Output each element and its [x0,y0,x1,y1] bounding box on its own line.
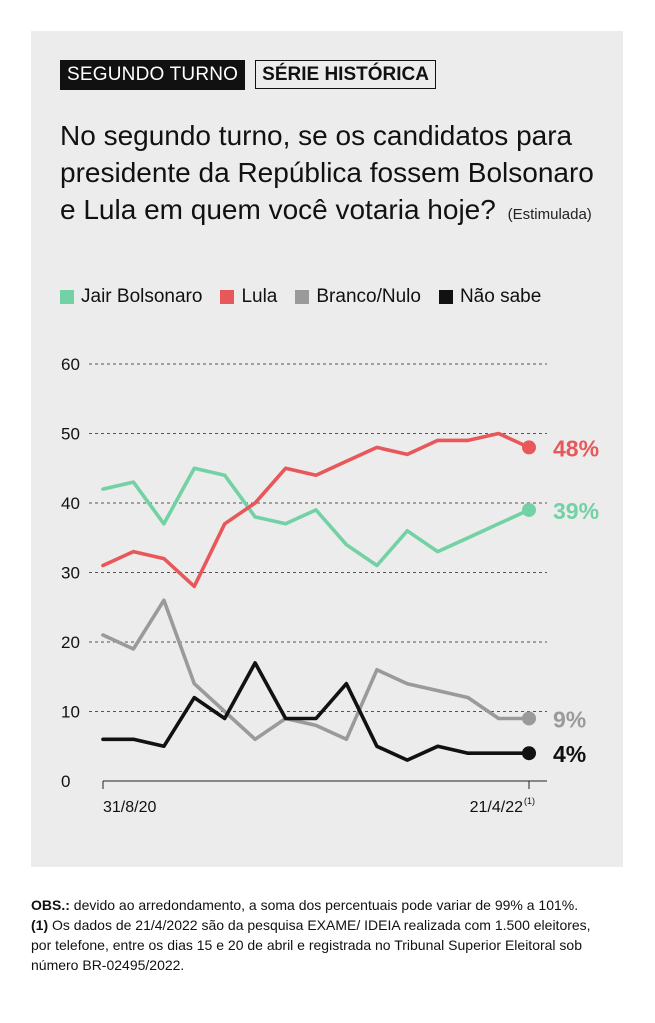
series-end-label-nao-sabe: 4% [553,741,586,767]
legend-label-lula: Lula [241,286,278,307]
footnote-text-1: devido ao arredondamento, a soma dos per… [69,897,579,913]
x-tick-marker: (1) [524,796,535,806]
y-tick-label-50: 50 [61,425,80,444]
footnote-label: OBS.: [31,897,70,913]
series-line-nao-sabe [101,661,531,762]
legend-label-bolsonaro: Jair Bolsonaro [81,286,203,307]
legend-swatch-branco-nulo [295,290,310,304]
series-line-branco-nulo [101,598,531,742]
tag-segundo-turno: SEGUNDO TURNO [60,60,246,90]
series-line-lula [101,431,531,589]
series-end-marker-lula [522,440,536,455]
series-end-marker-nao-sabe [522,746,536,761]
series-end-label-lula: 48% [553,435,599,461]
line-chart: 0 10 20 30 40 50 60 31/8/20 21/4/22 (1) 39% 48% 9% 4% [61,355,599,816]
legend-item-nao-sabe: Não sabe [438,286,542,308]
tag-row: SEGUNDO TURNO SÉRIE HISTÓRICA [60,60,436,90]
footnote: OBS.: devido ao arredondamento, a soma d… [31,895,591,975]
series-end-label-branco-nulo: 9% [553,706,586,732]
legend: Jair Bolsonaro Lula Branco/Nulo Não sabe [60,286,559,308]
y-tick-label-10: 10 [61,703,80,722]
legend-label-nao-sabe: Não sabe [459,286,542,307]
series-end-marker-bolsonaro [522,502,536,517]
series-end-marker-branco-nulo [522,711,536,726]
y-tick-label-20: 20 [61,633,80,652]
y-tick-label-30: 30 [61,564,80,583]
chart-title: No segundo turno, se os candidatos para … [60,117,600,233]
series-line-bolsonaro [101,466,531,568]
legend-item-bolsonaro: Jair Bolsonaro [60,286,202,308]
x-tick-label-last: 21/4/22 [470,799,523,816]
legend-swatch-nao-sabe [438,290,453,304]
y-tick-label-0: 0 [61,772,70,791]
footnote-marker: (1) [31,917,49,933]
y-tick-label-40: 40 [61,494,80,513]
question-text: No segundo turno, se os candidatos para … [60,120,594,225]
legend-label-branco-nulo: Branco/Nulo [316,286,421,307]
legend-swatch-lula [220,290,235,304]
question-note: (Estimulada) [507,206,592,223]
footnote-text-2: Os dados de 21/4/2022 são da pesquisa EX… [31,917,591,973]
x-tick-label-first: 31/8/20 [103,799,156,816]
legend-item-lula: Lula [220,286,277,308]
y-tick-label-60: 60 [61,355,80,374]
tag-serie-historica: SÉRIE HISTÓRICA [255,60,436,89]
legend-swatch-bolsonaro [60,290,74,304]
legend-item-branco-nulo: Branco/Nulo [295,286,421,308]
series-end-label-bolsonaro: 39% [553,498,599,524]
